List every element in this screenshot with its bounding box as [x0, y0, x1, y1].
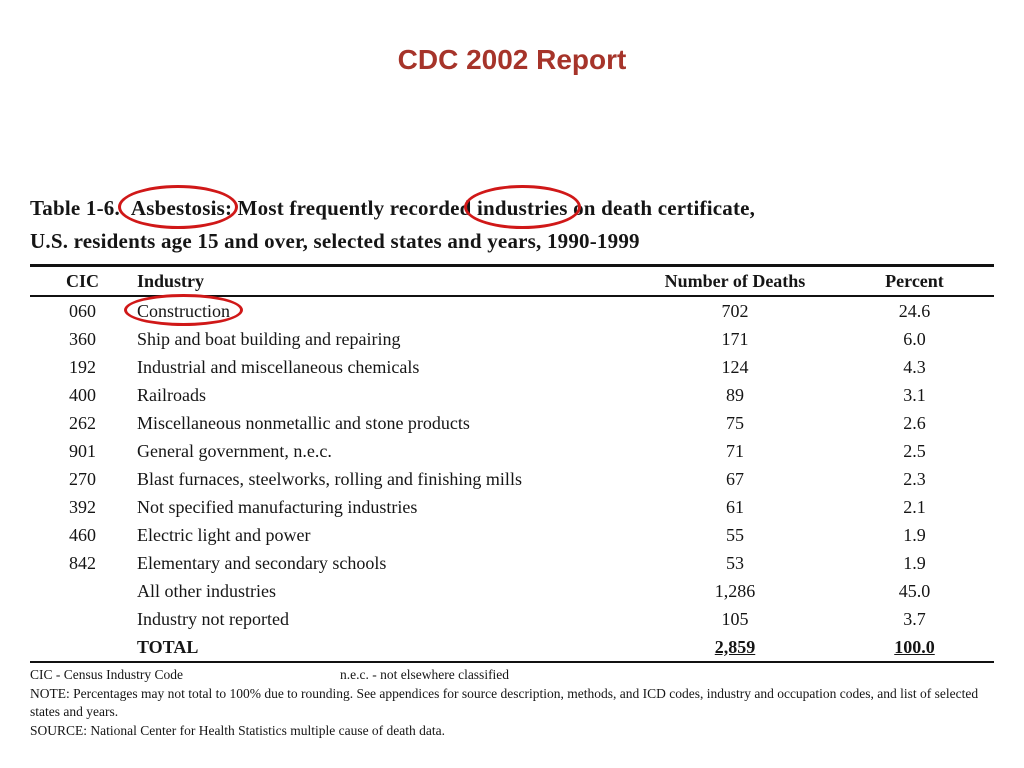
- table-row: All other industries 1,286 45.0: [30, 577, 994, 605]
- caption-line2: U.S. residents age 15 and over, selected…: [30, 229, 640, 253]
- cell-percent: 1.9: [903, 524, 926, 545]
- cell-deaths: 2,859: [635, 637, 835, 658]
- cell-deaths: 171: [721, 328, 749, 349]
- slide-title: CDC 2002 Report: [397, 44, 627, 75]
- cell-deaths: 67: [726, 468, 744, 489]
- cell-cic: 460: [69, 524, 96, 545]
- cell-percent: 2.6: [903, 412, 926, 433]
- caption-part2: : Most frequently recorded: [225, 196, 472, 220]
- footnote-note: NOTE: Percentages may not total to 100% …: [30, 686, 979, 719]
- table-row: 901 General government, n.e.c. 71 2.5: [30, 437, 994, 465]
- cell-percent: 2.3: [903, 468, 926, 489]
- total-percent-value: 100.0: [894, 636, 935, 657]
- report-table: Table 1-6. Asbestosis: Most frequently r…: [30, 185, 994, 663]
- cell-industry: Construction: [124, 293, 635, 326]
- caption-part1: Table 1-6.: [30, 196, 120, 220]
- cell-deaths: 124: [721, 356, 749, 377]
- footnote-abbreviations: CIC - Census Industry Code n.e.c. - not e…: [30, 666, 988, 684]
- cell-industry: Not specified manufacturing industries: [137, 496, 418, 517]
- cell-deaths: 55: [726, 524, 744, 545]
- table-caption: Table 1-6. Asbestosis: Most frequently r…: [30, 185, 994, 258]
- cell-cic: 400: [69, 384, 96, 405]
- cell-industry: General government, n.e.c.: [137, 440, 332, 461]
- cell-deaths: 53: [726, 552, 744, 573]
- cell-deaths: 61: [726, 496, 744, 517]
- cell-percent: 6.0: [903, 328, 926, 349]
- cell-industry: Industrial and miscellaneous chemicals: [137, 356, 420, 377]
- table-row: 360 Ship and boat building and repairing…: [30, 325, 994, 353]
- cell-cic: 270: [69, 468, 96, 489]
- footnote-source: SOURCE: National Center for Health Stati…: [30, 723, 446, 738]
- cell-industry: Elementary and secondary schools: [137, 552, 387, 573]
- cell-deaths: 75: [726, 412, 744, 433]
- table-row: 060 Construction 702 24.6: [30, 293, 994, 326]
- cell-cic: 192: [69, 356, 96, 377]
- footnotes: CIC - Census Industry Code n.e.c. - not e…: [30, 666, 988, 741]
- cell-industry: TOTAL: [137, 636, 199, 657]
- circled-word-construction: Construction: [124, 293, 243, 326]
- table-row: Industry not reported 105 3.7: [30, 605, 994, 633]
- cell-industry: Electric light and power: [137, 524, 311, 545]
- table-row: 270 Blast furnaces, steelworks, rolling …: [30, 465, 994, 493]
- cell-industry: Railroads: [137, 384, 206, 405]
- caption-circled1: Asbestosis: [130, 196, 226, 220]
- footnote-cic: CIC - Census Industry Code: [30, 667, 183, 682]
- header-cell-cic: CIC: [65, 270, 99, 291]
- cell-percent: 100.0: [835, 637, 994, 658]
- total-deaths-value: 2,859: [714, 636, 756, 657]
- table-row: 842 Elementary and secondary schools 53 …: [30, 549, 994, 577]
- table-row: 460 Electric light and power 55 1.9: [30, 521, 994, 549]
- cell-percent: 4.3: [903, 356, 926, 377]
- cell-deaths: 1,286: [714, 580, 756, 601]
- cell-deaths: 105: [721, 608, 749, 629]
- cell-percent: 1.9: [903, 552, 926, 573]
- cell-industry: Ship and boat building and repairing: [137, 328, 401, 349]
- cell-deaths: 71: [726, 440, 744, 461]
- caption-part3: on death certificate,: [573, 196, 756, 220]
- cell-industry: Blast furnaces, steelworks, rolling and …: [137, 468, 522, 489]
- cell-percent: 2.1: [903, 496, 926, 517]
- table-row: 400 Railroads 89 3.1: [30, 381, 994, 409]
- cell-industry: Miscellaneous nonmetallic and stone prod…: [137, 412, 470, 433]
- circled-word-industries: industries: [463, 185, 581, 229]
- cell-cic: 842: [69, 552, 96, 573]
- circled-word-asbestosis: Asbestosis: [117, 185, 239, 229]
- footnote-nec: n.e.c. - not elsewhere classified: [340, 667, 510, 682]
- cell-percent: 45.0: [898, 580, 931, 601]
- cell-cic: 262: [69, 412, 96, 433]
- header-cell-deaths: Number of Deaths: [664, 270, 806, 291]
- cell-industry-text: Construction: [137, 300, 230, 321]
- cell-cic: 901: [69, 440, 96, 461]
- cell-cic: 060: [69, 300, 96, 321]
- data-table: CIC Industry Number of Deaths Percent 06…: [30, 264, 994, 663]
- cell-deaths: 702: [721, 300, 749, 321]
- cell-industry: Industry not reported: [137, 608, 289, 629]
- header-cell-industry: Industry: [137, 270, 205, 291]
- header-cell-percent: Percent: [885, 270, 944, 291]
- cell-percent: 24.6: [898, 300, 931, 321]
- header-row: CIC Industry Number of Deaths Percent: [30, 267, 994, 297]
- table-row: 192 Industrial and miscellaneous chemica…: [30, 353, 994, 381]
- cell-cic: 360: [69, 328, 96, 349]
- cell-deaths: 89: [726, 384, 744, 405]
- caption-circled2: industries: [476, 196, 568, 220]
- table-row-total: TOTAL 2,859 100.0: [30, 633, 994, 661]
- table-row: 392 Not specified manufacturing industri…: [30, 493, 994, 521]
- cell-percent: 2.5: [903, 440, 926, 461]
- cell-percent: 3.7: [903, 608, 926, 629]
- table-row: 262 Miscellaneous nonmetallic and stone …: [30, 409, 994, 437]
- cell-industry: All other industries: [137, 580, 276, 601]
- cell-cic: 392: [69, 496, 96, 517]
- cell-percent: 3.1: [903, 384, 926, 405]
